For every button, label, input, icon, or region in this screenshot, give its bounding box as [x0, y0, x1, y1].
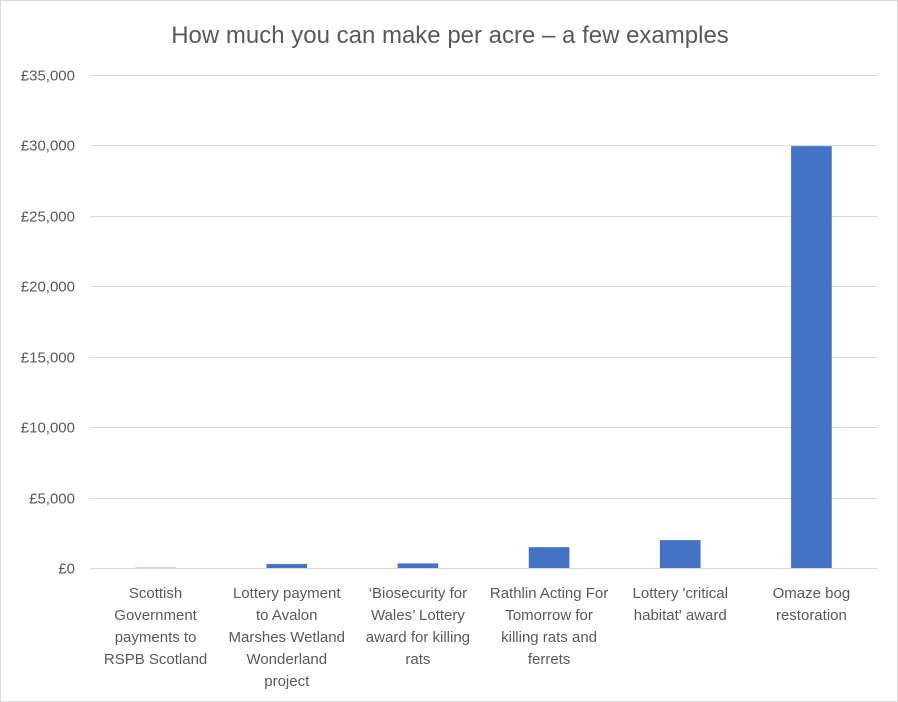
x-axis-category-labels: Scottish Government payments to RSPB Scotla…	[104, 585, 850, 690]
y-tick-label: £10,000	[21, 420, 75, 437]
x-category-label: Omaze bog restoration	[773, 585, 851, 624]
bar	[791, 146, 832, 568]
x-category-label-line: Scottish	[129, 585, 182, 602]
y-tick-label: £30,000	[21, 138, 75, 155]
x-category-label-line: Rathlin Acting For	[490, 585, 608, 602]
bar	[528, 547, 570, 568]
x-category-label-line: Lottery 'critical	[633, 585, 728, 602]
x-category-label-line: to Avalon	[256, 607, 317, 624]
x-category-label: Rathlin Acting For Tomorrow for killing ra…	[490, 585, 608, 668]
x-category-label-line: ‘Biosecurity for	[369, 585, 467, 602]
x-category-label-line: project	[264, 673, 310, 690]
y-tick-label: £5,000	[29, 491, 75, 508]
x-category-label-line: Lottery payment	[233, 585, 341, 602]
x-category-label-line: payments to	[115, 629, 197, 646]
bar	[266, 564, 308, 568]
x-category-label: Lottery 'critical habitat' award	[633, 585, 728, 624]
x-category-label-line: habitat' award	[634, 607, 727, 624]
x-category-label-line: Omaze bog	[773, 585, 851, 602]
x-category-label-line: rats	[405, 651, 430, 668]
y-tick-label: £0	[58, 561, 75, 578]
x-category-label-line: ferrets	[528, 651, 571, 668]
chart-title: How much you can make per acre – a few e…	[171, 22, 729, 49]
x-category-label-line: Wonderland	[246, 651, 327, 668]
x-category-label-line: Tomorrow for	[505, 607, 593, 624]
y-axis-tick-labels: £0 £5,000 £10,000 £15,000 £20,000 £25,000 £30,…	[21, 68, 75, 578]
x-category-label-line: restoration	[776, 607, 847, 624]
x-category-label: Scottish Government payments to RSPB Scotla…	[104, 585, 207, 668]
bar	[659, 540, 701, 568]
x-category-label: ‘Biosecurity for Wales’ Lottery award for …	[366, 585, 470, 668]
x-category-label-line: Wales’ Lottery	[371, 607, 465, 624]
bars	[135, 146, 832, 568]
x-category-label: Lottery payment to Avalon Marshes Wetland W…	[229, 585, 345, 690]
gridlines	[90, 75, 877, 569]
y-tick-label: £20,000	[21, 279, 75, 296]
y-tick-label: £35,000	[21, 68, 75, 85]
x-category-label-line: Marshes Wetland	[229, 629, 345, 646]
x-category-label-line: RSPB Scotland	[104, 651, 207, 668]
x-category-label-line: killing rats and	[501, 629, 597, 646]
bar	[397, 563, 439, 568]
y-tick-label: £15,000	[21, 350, 75, 367]
x-category-label-line: award for killing	[366, 629, 470, 646]
x-category-label-line: Government	[114, 607, 197, 624]
y-tick-label: £25,000	[21, 209, 75, 226]
